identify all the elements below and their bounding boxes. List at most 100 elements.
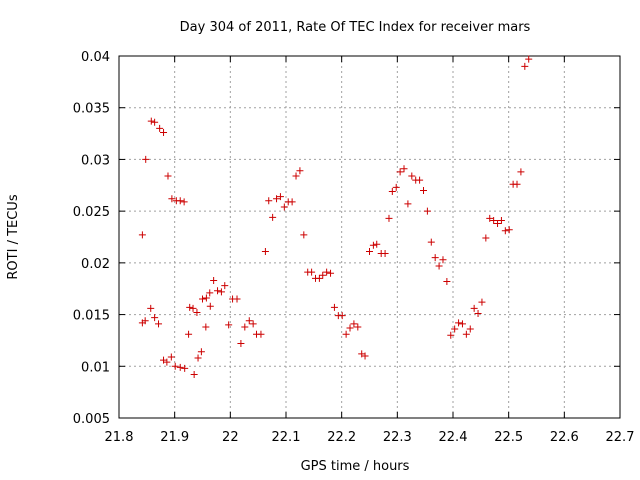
y-tick-label: 0.04 <box>81 50 110 65</box>
data-point <box>369 241 377 249</box>
data-point <box>323 268 331 276</box>
data-point <box>501 227 509 235</box>
data-point <box>408 172 416 180</box>
data-point <box>151 314 159 322</box>
data-point <box>168 195 176 203</box>
data-point <box>350 320 358 328</box>
x-tick-label: 22.2 <box>327 430 356 445</box>
data-point <box>176 197 184 205</box>
data-point <box>142 155 150 163</box>
data-point <box>237 340 245 348</box>
data-points <box>138 55 533 379</box>
data-point <box>466 325 474 333</box>
data-point <box>327 269 335 277</box>
data-point <box>330 303 338 311</box>
data-point <box>147 117 155 125</box>
data-point <box>470 304 478 312</box>
data-point <box>404 200 412 208</box>
data-point <box>478 298 486 306</box>
data-point <box>261 247 269 255</box>
data-point <box>257 330 265 338</box>
data-point <box>181 364 189 372</box>
data-point <box>206 302 214 310</box>
y-tick-label: 0.01 <box>81 360 110 375</box>
y-tick-label: 0.035 <box>73 102 110 117</box>
data-point <box>497 216 505 224</box>
data-point <box>176 363 184 371</box>
data-point <box>474 310 482 318</box>
data-point <box>451 325 459 333</box>
data-point <box>273 195 281 203</box>
data-point <box>458 320 466 328</box>
data-point <box>147 304 155 312</box>
axis-ticks <box>118 55 621 419</box>
data-point <box>354 323 362 331</box>
y-tick-label: 0.005 <box>73 412 110 427</box>
data-point <box>443 277 451 285</box>
data-point <box>315 274 323 282</box>
data-point <box>180 198 188 206</box>
data-point <box>381 250 389 258</box>
data-point <box>186 303 194 311</box>
data-point <box>233 295 241 303</box>
data-point <box>423 207 431 215</box>
data-point <box>513 180 521 188</box>
data-point <box>280 203 288 211</box>
data-point <box>210 276 218 284</box>
data-point <box>288 198 296 206</box>
y-tick-label: 0.015 <box>73 309 110 324</box>
data-point <box>171 362 179 370</box>
x-tick-label: 22.4 <box>439 430 468 445</box>
data-point <box>392 183 400 191</box>
data-point <box>202 294 210 302</box>
data-point <box>396 168 404 176</box>
data-point <box>431 254 439 262</box>
data-point <box>163 358 171 366</box>
y-tick-label: 0.025 <box>73 205 110 220</box>
data-point <box>217 288 225 296</box>
data-point <box>185 330 193 338</box>
data-point <box>419 186 427 194</box>
x-tick-label: 21.8 <box>105 430 134 445</box>
data-point <box>206 289 214 297</box>
data-point <box>241 323 249 331</box>
data-point <box>385 214 393 222</box>
data-point <box>276 193 284 201</box>
data-point <box>366 247 373 255</box>
data-point <box>193 309 201 317</box>
data-point <box>265 197 273 205</box>
data-point <box>300 231 308 239</box>
data-point <box>319 271 327 279</box>
data-point <box>249 320 257 328</box>
data-point <box>160 129 168 137</box>
x-tick-label: 22.3 <box>383 430 412 445</box>
data-point <box>486 214 494 222</box>
y-axis-label: ROTI / TECUs <box>6 194 21 279</box>
data-point <box>167 353 175 361</box>
data-point <box>490 216 498 224</box>
x-tick-label: 22.7 <box>606 430 635 445</box>
data-point <box>505 226 513 234</box>
data-point <box>292 172 300 180</box>
x-tick-label: 22.1 <box>272 430 301 445</box>
data-point <box>221 282 229 290</box>
data-point <box>462 330 470 338</box>
data-point <box>494 220 502 228</box>
data-point <box>202 323 210 331</box>
data-point <box>400 165 408 173</box>
data-point <box>521 62 529 70</box>
data-point <box>194 354 202 362</box>
data-point <box>151 118 159 126</box>
data-point <box>416 176 424 184</box>
grid-lines <box>119 56 620 418</box>
data-point <box>388 187 396 195</box>
data-point <box>141 317 149 325</box>
data-point <box>269 213 277 221</box>
y-tick-labels: 0.005 0.01 0.015 0.02 0.025 0.03 0.035 0.04 <box>73 50 110 427</box>
data-point <box>155 320 163 328</box>
data-point <box>482 234 490 242</box>
chart-title: Day 304 of 2011, Rate Of TEC Index for r… <box>180 20 531 35</box>
data-point <box>296 167 304 175</box>
plot-frame <box>118 55 621 419</box>
